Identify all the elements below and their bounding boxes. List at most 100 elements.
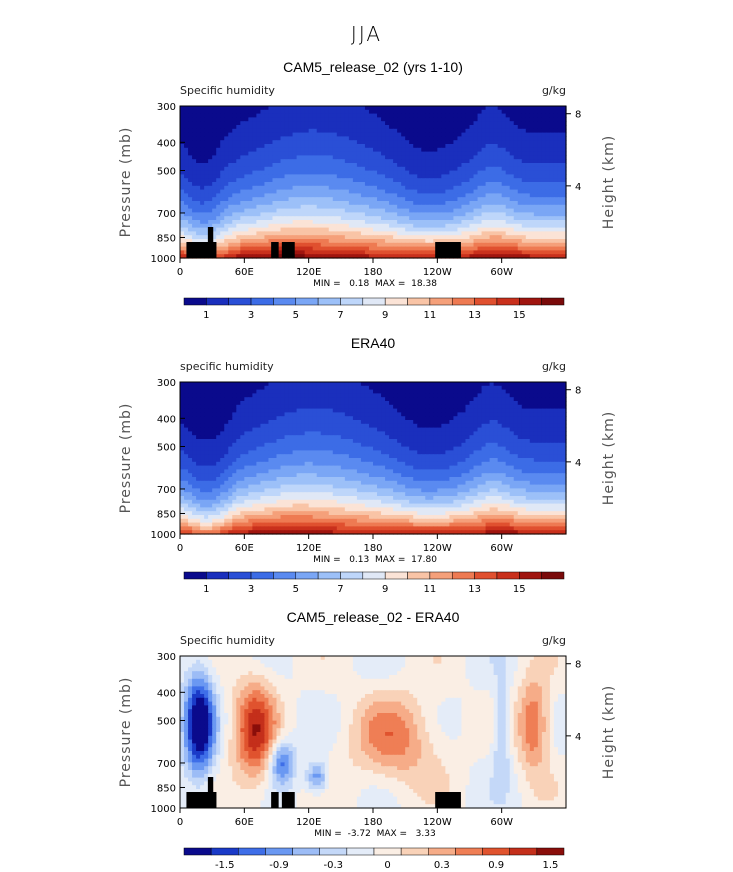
field-cell bbox=[461, 227, 467, 232]
field-cell bbox=[529, 170, 535, 175]
field-cell bbox=[473, 109, 479, 115]
field-cell bbox=[224, 420, 229, 425]
field-cell bbox=[477, 113, 483, 118]
field-cell bbox=[296, 166, 302, 172]
field-cell bbox=[244, 208, 249, 213]
field-cell bbox=[373, 212, 378, 217]
field-cell bbox=[220, 193, 225, 198]
field-cell bbox=[260, 401, 266, 406]
field-cell bbox=[477, 416, 483, 421]
field-cell bbox=[268, 144, 274, 149]
field-cell bbox=[352, 223, 358, 229]
field-cell bbox=[385, 193, 390, 198]
field-cell bbox=[352, 155, 358, 160]
field-cell bbox=[196, 189, 201, 194]
field-cell bbox=[260, 239, 266, 244]
field-cell bbox=[421, 166, 426, 172]
field-cell bbox=[324, 250, 330, 255]
field-cell bbox=[356, 159, 362, 164]
colorbar-tick-label: 11 bbox=[424, 310, 437, 321]
field-cell bbox=[184, 231, 189, 236]
field-cell bbox=[224, 182, 229, 187]
field-cell bbox=[340, 106, 346, 111]
field-cell bbox=[401, 147, 406, 153]
field-cell bbox=[553, 128, 559, 134]
field-cell bbox=[397, 185, 402, 191]
field-cell bbox=[200, 408, 205, 413]
field-cell bbox=[360, 393, 366, 398]
field-cell bbox=[180, 423, 185, 429]
field-cell bbox=[549, 250, 555, 255]
field-cell bbox=[208, 182, 213, 187]
field-cell bbox=[541, 397, 547, 402]
field-cell bbox=[300, 408, 306, 413]
field-cell bbox=[308, 239, 314, 244]
field-cell bbox=[485, 227, 491, 232]
field-cell bbox=[316, 155, 322, 160]
field-cell bbox=[344, 389, 350, 394]
field-cell bbox=[212, 147, 217, 153]
field-cell bbox=[437, 147, 442, 153]
field-cell bbox=[220, 250, 225, 255]
field-cell bbox=[541, 408, 547, 413]
field-cell bbox=[188, 182, 193, 187]
field-cell bbox=[328, 227, 334, 232]
field-cell bbox=[417, 144, 422, 149]
field-cell bbox=[216, 393, 221, 398]
field-cell bbox=[336, 106, 342, 111]
field-cell bbox=[248, 216, 253, 221]
field-cell bbox=[212, 185, 217, 191]
field-cell bbox=[212, 408, 217, 413]
field-cell bbox=[232, 159, 237, 164]
field-cell bbox=[489, 393, 495, 398]
field-cell bbox=[433, 204, 438, 210]
field-cell bbox=[501, 163, 507, 168]
field-cell bbox=[509, 242, 515, 248]
field-cell bbox=[537, 420, 543, 425]
field-cell bbox=[481, 128, 487, 134]
field-cell bbox=[268, 223, 274, 229]
field-cell bbox=[381, 212, 386, 217]
field-cell bbox=[220, 204, 225, 210]
field-cell bbox=[264, 163, 270, 168]
field-cell bbox=[324, 166, 330, 172]
field-cell bbox=[397, 113, 402, 118]
field-cell bbox=[264, 216, 270, 221]
field-cell bbox=[505, 132, 511, 137]
field-cell bbox=[232, 393, 237, 398]
field-cell bbox=[513, 412, 519, 417]
field-cell bbox=[244, 393, 249, 398]
topography-block bbox=[271, 242, 279, 258]
field-cell bbox=[553, 223, 559, 229]
field-cell bbox=[417, 420, 422, 425]
field-cell bbox=[232, 404, 237, 410]
field-cell bbox=[561, 208, 567, 213]
field-cell bbox=[537, 412, 543, 417]
field-cell bbox=[320, 420, 326, 425]
field-cell bbox=[340, 140, 346, 145]
field-cell bbox=[561, 128, 567, 134]
field-cell bbox=[308, 235, 314, 240]
field-cell bbox=[493, 382, 499, 387]
field-cell bbox=[196, 416, 201, 421]
field-cell bbox=[473, 144, 479, 149]
field-cell bbox=[216, 204, 221, 210]
field-cell bbox=[316, 242, 322, 248]
field-cell bbox=[377, 189, 382, 194]
field-cell bbox=[561, 382, 567, 387]
field-cell bbox=[232, 144, 237, 149]
field-cell bbox=[252, 174, 257, 179]
field-cell bbox=[240, 147, 245, 153]
field-cell bbox=[356, 385, 362, 391]
field-cell bbox=[356, 416, 362, 421]
field-cell bbox=[557, 382, 563, 387]
field-cell bbox=[409, 220, 414, 225]
field-cell bbox=[340, 239, 346, 244]
field-cell bbox=[385, 121, 390, 126]
field-cell bbox=[228, 382, 233, 387]
field-cell bbox=[352, 144, 358, 149]
field-cell bbox=[485, 412, 491, 417]
field-cell bbox=[545, 208, 551, 213]
field-cell bbox=[389, 397, 394, 402]
field-cell bbox=[248, 204, 253, 210]
